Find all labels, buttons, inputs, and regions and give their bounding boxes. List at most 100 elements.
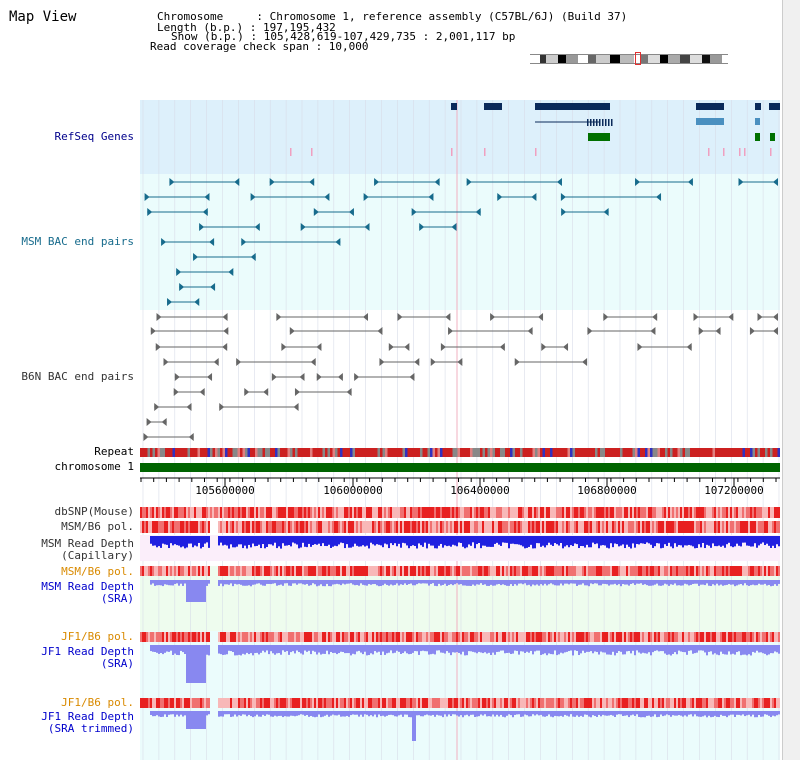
heat-cell	[378, 521, 380, 533]
heat-cell	[230, 521, 232, 533]
read-depth-bar	[516, 580, 518, 586]
read-depth-bar	[496, 536, 498, 543]
read-depth-bar	[224, 711, 226, 715]
heat-cell	[226, 632, 228, 642]
read-depth-bar	[230, 711, 232, 717]
read-depth-bar	[160, 580, 162, 586]
heat-cell	[340, 566, 342, 576]
read-depth-bar	[684, 536, 686, 546]
repeat-element	[605, 448, 608, 457]
heat-cell	[534, 566, 536, 576]
heat-cell	[658, 698, 660, 708]
heat-cell	[404, 521, 406, 533]
heat-cell	[182, 632, 184, 642]
heat-cell	[578, 632, 580, 642]
heat-cell	[712, 698, 714, 708]
heat-cell	[270, 698, 272, 708]
read-depth-bar	[514, 536, 516, 545]
read-depth-bar	[572, 536, 574, 547]
heat-cell	[184, 566, 186, 576]
read-depth-bar	[630, 711, 632, 716]
read-depth-bar	[698, 580, 700, 586]
read-depth-bar	[302, 536, 304, 543]
heat-cell	[326, 632, 328, 642]
read-depth-bar	[638, 645, 640, 653]
heat-cell	[160, 698, 162, 708]
heat-cell	[146, 566, 148, 576]
bac-end-marker	[457, 358, 463, 366]
read-depth-bar	[534, 536, 536, 549]
chromosome-ideogram[interactable]	[530, 52, 728, 65]
read-depth-bar	[714, 711, 716, 716]
read-depth-bar	[710, 536, 712, 548]
read-depth-bar	[754, 711, 756, 718]
read-depth-bar	[188, 580, 190, 602]
read-depth-bar	[564, 580, 566, 584]
read-depth-bar	[572, 580, 574, 584]
read-depth-bar	[668, 536, 670, 543]
vertical-scrollbar[interactable]	[782, 0, 800, 760]
heat-cell	[774, 566, 776, 576]
heat-cell	[720, 521, 722, 533]
read-depth-bar	[662, 536, 664, 548]
repeat-element	[492, 448, 495, 457]
heat-cell	[392, 507, 394, 518]
heat-cell	[252, 507, 254, 518]
read-depth-bar	[696, 536, 698, 548]
heat-cell	[280, 698, 282, 708]
repeat-element	[215, 448, 218, 457]
repeat-element	[235, 448, 238, 457]
heat-cell	[454, 566, 456, 576]
heat-cell	[474, 521, 476, 533]
read-depth-bar	[772, 645, 774, 654]
heat-cell	[590, 698, 592, 708]
heat-cell	[442, 507, 444, 518]
read-depth-bar	[584, 645, 586, 653]
repeat-element	[567, 448, 570, 457]
heat-cell	[462, 698, 464, 708]
read-depth-bar	[476, 711, 478, 717]
heat-cell	[528, 698, 530, 708]
heat-cell	[434, 521, 436, 533]
repeat-element	[770, 448, 773, 457]
ideogram-position-marker[interactable]	[635, 52, 641, 65]
track-label-jf1-depth-sra: JF1 Read Depth	[41, 645, 134, 658]
heat-cell	[528, 632, 530, 642]
repeat-element	[657, 448, 660, 457]
heat-cell	[664, 698, 666, 708]
read-depth-bar	[266, 580, 268, 584]
read-depth-bar	[554, 645, 556, 651]
read-depth-bar	[706, 711, 708, 718]
read-depth-bar	[326, 711, 328, 715]
heat-cell	[760, 507, 762, 518]
heat-cell	[458, 521, 460, 533]
read-depth-bar	[188, 536, 190, 544]
read-depth-bar	[546, 645, 548, 656]
read-depth-bar	[354, 536, 356, 544]
heat-cell	[750, 632, 752, 642]
read-depth-bar	[632, 536, 634, 544]
read-depth-bar	[482, 580, 484, 585]
heat-cell	[582, 566, 584, 576]
read-depth-bar	[498, 645, 500, 652]
heat-cell	[404, 632, 406, 642]
read-depth-bar	[438, 536, 440, 546]
read-depth-bar	[750, 711, 752, 717]
repeat-element	[325, 448, 328, 457]
track-label-jf1-depth-sra-sub: (SRA)	[100, 657, 134, 670]
msm-bac-track-bg	[140, 174, 780, 310]
heat-cell	[762, 521, 764, 533]
read-depth-bar	[388, 645, 390, 653]
read-depth-bar	[550, 536, 552, 545]
read-depth-bar	[502, 536, 504, 543]
heat-cell	[722, 521, 724, 533]
heat-cell	[206, 632, 208, 642]
heat-cell	[144, 698, 146, 708]
read-depth-bar	[274, 711, 276, 716]
heat-cell	[582, 632, 584, 642]
heat-cell	[152, 521, 154, 533]
heat-cell	[564, 566, 566, 576]
read-depth-bar	[726, 711, 728, 718]
bac-end-marker	[364, 223, 370, 231]
